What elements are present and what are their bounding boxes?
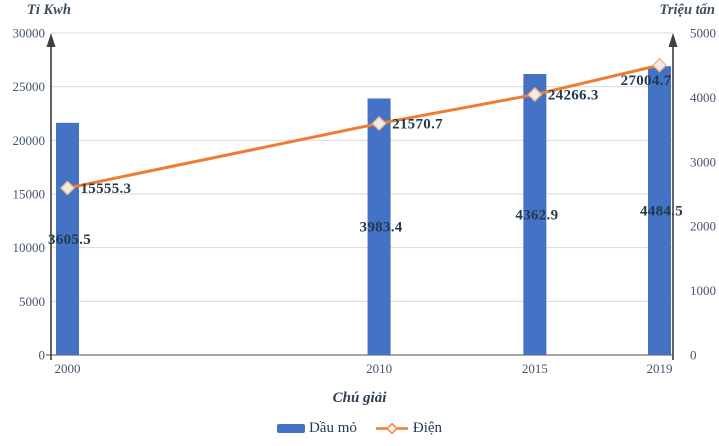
- right-axis-title: Triệu tấn: [659, 2, 715, 18]
- legend: Dầu mỏ Điện: [0, 420, 719, 437]
- left-tick-label: 0: [39, 348, 46, 363]
- left-tick-label: 10000: [13, 240, 46, 255]
- left-tick-label: 15000: [13, 187, 46, 202]
- x-tick-label-2010: 2010: [366, 361, 392, 376]
- right-tick-label: 1000: [690, 283, 716, 298]
- right-tick-label: 3000: [690, 154, 716, 169]
- legend-title: Chú giải: [332, 390, 387, 406]
- bar-swatch-icon: [276, 424, 305, 433]
- diamond-marker-2015: [527, 87, 543, 103]
- x-tick-label-2000: 2000: [55, 361, 81, 376]
- right-tick-label: 2000: [690, 219, 716, 234]
- diamond-marker-2010: [371, 115, 387, 131]
- bar-label-2015: 4362.9: [515, 208, 558, 224]
- bar-label-2019: 4484.5: [640, 204, 683, 220]
- bar-label-2000: 3605.5: [48, 232, 91, 248]
- legend-item-dau-mo: Dầu mỏ: [276, 420, 357, 437]
- right-tick-label: 5000: [690, 26, 716, 41]
- legend-item-dien: Điện: [375, 420, 442, 437]
- line-label-2015: 24266.3: [548, 88, 599, 104]
- x-tick-label-2015: 2015: [522, 361, 548, 376]
- left-tick-label: 25000: [13, 79, 46, 94]
- left-tick-label: 5000: [19, 294, 45, 309]
- right-axis-arrow-icon: [668, 33, 678, 47]
- line-label-2019: 27004.7: [621, 73, 672, 89]
- bar-2015: [523, 74, 547, 356]
- diamond-marker-2019: [652, 57, 667, 73]
- line-label-2010: 21570.7: [392, 116, 443, 132]
- bar-2019: [648, 66, 671, 356]
- right-tick-label: 4000: [690, 90, 716, 105]
- line-dien: [67, 63, 660, 190]
- bar-label-2010: 3983.4: [360, 220, 403, 236]
- line-label-2000: 15555.3: [81, 181, 132, 197]
- left-axis-title: Tỉ Kwh: [27, 2, 71, 18]
- right-tick-label: 0: [690, 348, 697, 363]
- legend-label-dien: Điện: [412, 420, 443, 436]
- diamond-marker-2000: [60, 180, 75, 196]
- left-tick-label: 30000: [13, 26, 46, 41]
- bar-2000: [56, 122, 79, 355]
- line-diamond-swatch-icon: [375, 422, 408, 435]
- left-tick-label: 20000: [13, 133, 46, 148]
- legend-label-dau-mo: Dầu mỏ: [308, 420, 357, 436]
- x-tick-label-2019: 2019: [647, 361, 673, 376]
- bar-2010: [367, 98, 391, 355]
- left-axis-arrow-icon: [46, 33, 56, 47]
